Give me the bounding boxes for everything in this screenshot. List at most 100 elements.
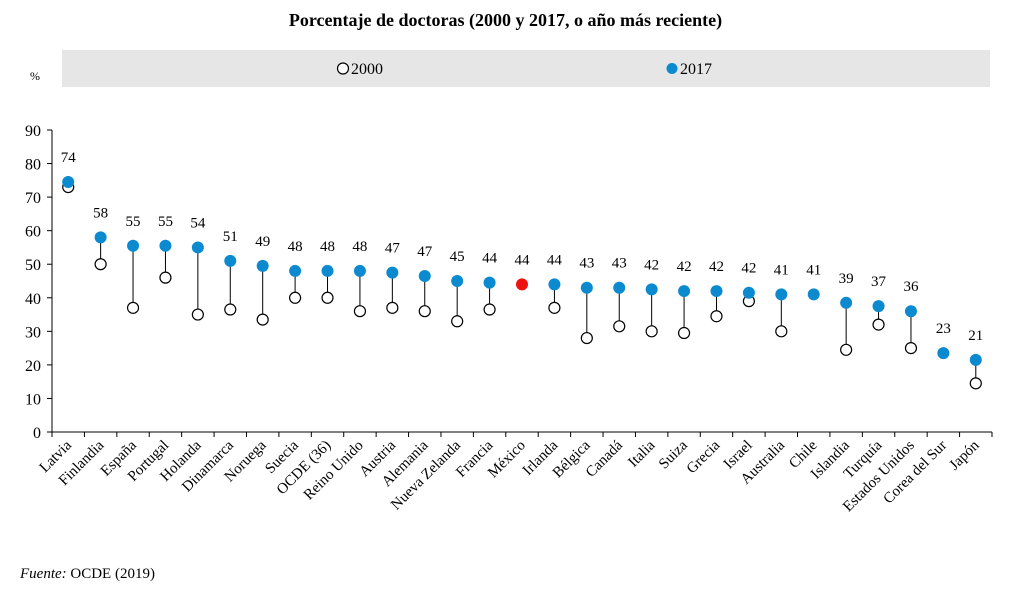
- marker-2000: [224, 303, 237, 316]
- marker-2017: [483, 276, 496, 289]
- marker-2000: [580, 331, 593, 345]
- data-label: 44: [515, 252, 531, 268]
- marker-2000: [126, 301, 140, 314]
- marker-2017: [710, 285, 723, 298]
- marker-2017: [807, 288, 820, 301]
- marker-2017: [580, 281, 593, 294]
- marker-2017: [159, 239, 172, 252]
- marker-2017: [548, 278, 561, 291]
- marker-2017: [678, 285, 691, 298]
- data-label: 55: [126, 214, 141, 230]
- data-label: 43: [612, 256, 627, 272]
- y-tick-label: 30: [25, 324, 41, 341]
- marker-2017: [775, 288, 788, 301]
- marker-2017: [937, 347, 950, 360]
- marker-2000: [710, 310, 723, 323]
- marker-2000: [451, 315, 464, 328]
- data-label: 42: [677, 259, 692, 275]
- marker-2000: [256, 313, 269, 326]
- marker-2017: [289, 264, 302, 277]
- data-label: 45: [450, 249, 465, 265]
- marker-2017: [386, 266, 399, 279]
- y-tick-label: 10: [25, 391, 41, 408]
- x-category-label: Japón: [947, 437, 983, 473]
- marker-2017: [904, 305, 917, 318]
- marker-2017: [256, 259, 269, 272]
- source-label: Fuente:: [20, 566, 67, 582]
- marker-2017: [742, 286, 755, 299]
- y-tick-label: 40: [25, 291, 41, 308]
- data-label: 39: [839, 271, 854, 287]
- y-tick-label: 60: [25, 224, 41, 241]
- y-tick-label: 80: [25, 157, 41, 174]
- marker-2000: [483, 303, 496, 316]
- data-label: 74: [61, 150, 77, 166]
- data-label: 23: [936, 321, 951, 337]
- y-tick-label: 70: [25, 190, 41, 207]
- marker-2017-highlight: [516, 278, 528, 291]
- marker-2000: [386, 301, 399, 314]
- marker-2000: [969, 377, 982, 390]
- y-axis-unit: %: [30, 69, 40, 83]
- data-label: 55: [158, 214, 173, 230]
- data-label: 48: [288, 239, 303, 255]
- marker-2017: [353, 264, 366, 277]
- x-category-label: Italia: [625, 437, 658, 470]
- legend-marker-2017: [666, 63, 678, 74]
- data-label: 42: [644, 257, 659, 273]
- marker-2017: [451, 275, 464, 287]
- marker-2000: [289, 291, 302, 304]
- data-label: 43: [579, 256, 594, 272]
- marker-2000: [321, 291, 334, 304]
- marker-2000: [159, 271, 172, 284]
- marker-2000: [677, 326, 691, 340]
- marker-2017: [613, 281, 626, 294]
- chart-title: Porcentaje de doctoras (2000 y 2017, o a…: [288, 10, 723, 30]
- marker-2017: [872, 300, 885, 313]
- marker-2017: [62, 176, 75, 189]
- legend-marker-2000: [336, 62, 350, 75]
- marker-2017: [191, 241, 204, 254]
- marker-2000: [613, 320, 626, 333]
- marker-2000: [872, 318, 885, 331]
- data-label: 48: [352, 239, 367, 255]
- marker-2017: [840, 296, 853, 309]
- y-tick-label: 50: [25, 257, 41, 274]
- data-label: 58: [93, 205, 108, 221]
- legend-label-2017: 2017: [680, 61, 712, 78]
- x-category-label: Grecia: [684, 437, 724, 477]
- data-label: 44: [547, 252, 563, 268]
- marker-2000: [840, 343, 853, 356]
- data-label: 42: [709, 259, 724, 275]
- data-label: 44: [482, 251, 498, 267]
- data-label: 41: [806, 262, 821, 278]
- data-label: 47: [385, 241, 401, 257]
- data-label: 41: [774, 262, 789, 278]
- marker-2017: [321, 264, 334, 277]
- source-text: OCDE (2019): [70, 566, 155, 582]
- y-tick-label: 90: [25, 123, 41, 140]
- source-note: Fuente: OCDE (2019): [20, 566, 155, 583]
- marker-2017: [94, 231, 107, 244]
- data-label: 37: [871, 274, 887, 290]
- marker-2000: [904, 342, 918, 355]
- legend-label-2000: 2000: [351, 61, 383, 78]
- data-label: 49: [255, 234, 270, 250]
- marker-2017: [224, 254, 237, 267]
- marker-2000: [353, 305, 367, 318]
- data-label: 48: [320, 239, 335, 255]
- data-label: 54: [190, 215, 206, 231]
- marker-2017: [645, 283, 658, 296]
- data-label: 42: [741, 261, 756, 277]
- y-tick-label: 20: [25, 358, 41, 375]
- marker-2000: [418, 305, 431, 318]
- marker-2017: [969, 353, 982, 366]
- marker-2000: [645, 325, 658, 338]
- x-category-label: Canadá: [583, 437, 626, 480]
- data-label: 21: [968, 328, 983, 344]
- marker-2017: [418, 269, 431, 282]
- data-label: 47: [417, 244, 433, 260]
- marker-2000: [775, 325, 788, 338]
- marker-2000: [191, 308, 204, 321]
- data-label: 51: [223, 229, 238, 245]
